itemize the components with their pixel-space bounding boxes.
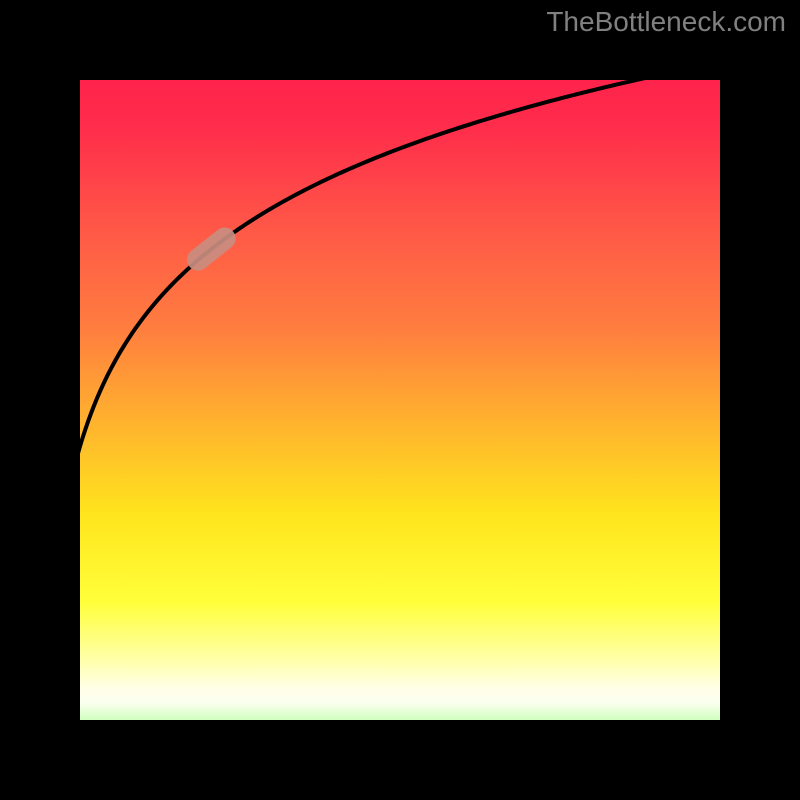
frame-left [0,0,80,800]
frame-bottom [0,720,800,800]
chart-stage: TheBottleneck.com [0,0,800,800]
watermark-text: TheBottleneck.com [546,6,786,38]
frame-right [720,0,800,800]
chart-svg [0,0,800,800]
